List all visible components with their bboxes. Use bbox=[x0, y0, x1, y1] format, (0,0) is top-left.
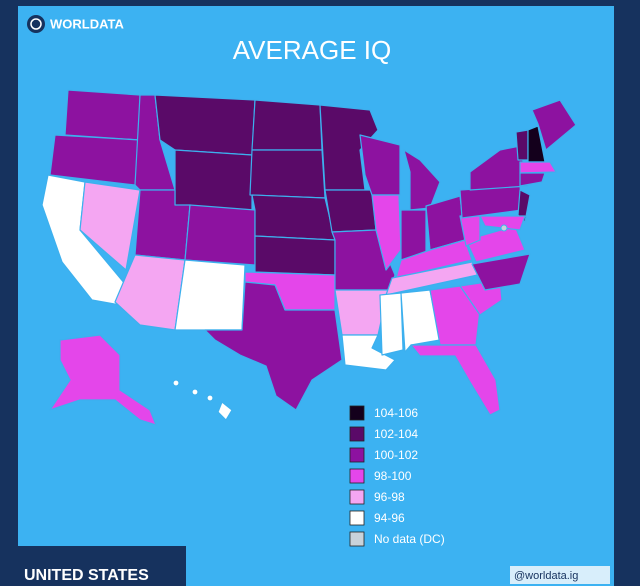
legend: 104-106 102-104 100-102 98-100 96-98 94-96 No … bbox=[349, 405, 445, 547]
state bbox=[154, 94, 256, 156]
legend-swatch bbox=[349, 468, 365, 484]
state bbox=[251, 194, 336, 241]
state bbox=[519, 172, 546, 187]
state bbox=[174, 259, 246, 331]
legend-label: 94-96 bbox=[374, 511, 405, 525]
island bbox=[172, 379, 180, 387]
state bbox=[471, 253, 531, 291]
title: AVERAGE IQ bbox=[233, 35, 391, 65]
legend-swatch bbox=[349, 531, 365, 547]
brand-icon-globe bbox=[30, 18, 42, 30]
state bbox=[79, 181, 141, 271]
state bbox=[204, 281, 343, 411]
island bbox=[217, 401, 233, 421]
state bbox=[395, 239, 473, 279]
state bbox=[519, 161, 557, 174]
footer-tab bbox=[18, 546, 186, 586]
legend-label: 100-102 bbox=[374, 448, 418, 462]
brand-icon bbox=[27, 15, 45, 33]
state bbox=[341, 334, 396, 371]
handle-box bbox=[510, 566, 610, 584]
island bbox=[206, 394, 214, 402]
legend-swatch bbox=[349, 489, 365, 505]
legend-swatch bbox=[349, 447, 365, 463]
state bbox=[379, 292, 404, 356]
state bbox=[249, 149, 326, 199]
state bbox=[251, 99, 323, 151]
state bbox=[64, 89, 141, 141]
state bbox=[410, 344, 501, 416]
legend-swatch bbox=[349, 426, 365, 442]
dc bbox=[500, 224, 508, 232]
state bbox=[517, 189, 531, 223]
legend-label: No data (DC) bbox=[374, 532, 445, 546]
state bbox=[515, 129, 529, 161]
state bbox=[174, 149, 253, 211]
state bbox=[49, 334, 157, 426]
legend-label: 98-100 bbox=[374, 469, 412, 483]
legend-swatch bbox=[349, 405, 365, 421]
legend-label: 104-106 bbox=[374, 406, 418, 420]
state bbox=[479, 215, 526, 231]
state bbox=[254, 235, 336, 276]
legend-label: 102-104 bbox=[374, 427, 418, 441]
state bbox=[531, 99, 577, 151]
state bbox=[400, 289, 441, 353]
state bbox=[429, 285, 481, 346]
state bbox=[465, 225, 526, 263]
legend-label: 96-98 bbox=[374, 490, 405, 504]
region-label: UNITED STATES bbox=[24, 567, 149, 584]
brand: WORLDATA bbox=[50, 16, 124, 31]
state bbox=[324, 189, 377, 233]
legend-swatch bbox=[349, 510, 365, 526]
island bbox=[191, 388, 199, 396]
state bbox=[184, 204, 256, 266]
state bbox=[371, 194, 402, 271]
handle: @worldata.ig bbox=[514, 570, 578, 582]
us-map bbox=[41, 89, 577, 426]
